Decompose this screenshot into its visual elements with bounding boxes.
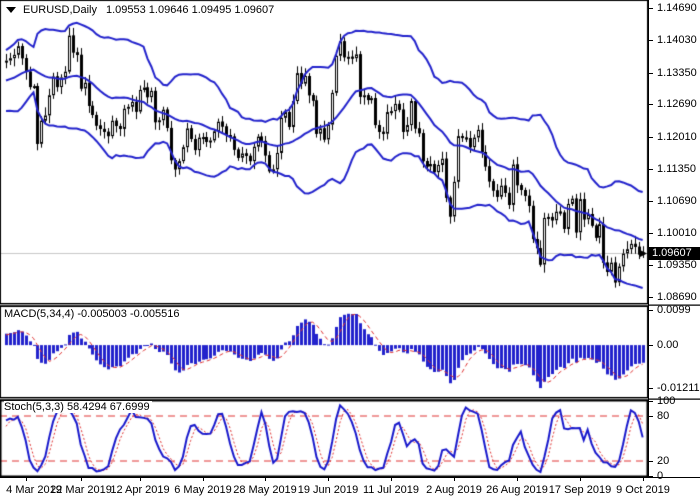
panel-separator[interactable] — [0, 398, 700, 400]
axis-tick — [649, 40, 653, 41]
price-axis-label: 1.10690 — [657, 195, 697, 207]
date-axis-label: 12 Apr 2019 — [110, 484, 170, 496]
date-axis-tick — [81, 477, 82, 481]
axis-tick — [649, 476, 653, 477]
date-axis-tick — [26, 477, 27, 481]
panel-separator[interactable] — [0, 304, 700, 306]
date-axis-label: 22 Mar 2019 — [50, 484, 112, 496]
price-axis-label: 1.14690 — [657, 2, 697, 14]
date-axis-tick — [517, 477, 518, 481]
date-axis-tick — [643, 477, 644, 481]
date-axis-label: 11 Jul 2019 — [362, 484, 420, 496]
price-scale[interactable] — [648, 0, 700, 477]
macd-label: MACD(5,34,4) — [4, 308, 75, 320]
symbol-title: EURUSD,Daily — [23, 4, 97, 16]
date-axis-tick — [328, 477, 329, 481]
axis-tick — [649, 201, 653, 202]
stoch-axis-label: 100 — [657, 395, 676, 407]
macd-values: -0.005003 -0.005516 — [77, 308, 180, 320]
date-axis-tick — [140, 477, 141, 481]
date-axis-tick — [580, 477, 581, 481]
axis-tick — [649, 345, 653, 346]
axis-tick — [649, 8, 653, 9]
date-axis-label: 2 Aug 2019 — [426, 484, 482, 496]
date-axis-label: 6 May 2019 — [174, 484, 232, 496]
time-scale[interactable] — [0, 477, 700, 500]
macd-header: MACD(5,34,4) -0.005003 -0.005516 — [4, 308, 180, 320]
stoch-values: 58.4294 67.6999 — [66, 401, 150, 413]
axis-tick — [649, 461, 653, 462]
axis-tick — [649, 416, 653, 417]
price-axis-label: 1.13350 — [657, 67, 697, 79]
axis-tick — [649, 297, 653, 298]
stoch-axis-label: 0 — [657, 470, 664, 482]
macd-axis-label: 0.0099 — [657, 304, 691, 316]
main-chart-canvas[interactable] — [0, 0, 648, 304]
axis-tick — [649, 233, 653, 234]
price-axis-label: 1.08690 — [657, 291, 697, 303]
macd-canvas[interactable] — [0, 306, 648, 398]
axis-tick — [649, 401, 653, 402]
date-axis-tick — [454, 477, 455, 481]
price-axis-label: 1.14030 — [657, 34, 697, 46]
axis-tick — [649, 73, 653, 74]
symbol-dropdown-icon[interactable] — [6, 7, 16, 14]
date-axis-label: 9 Oct 2019 — [616, 484, 670, 496]
axis-tick — [649, 265, 653, 266]
date-axis-label: 28 May 2019 — [233, 484, 297, 496]
axis-tick — [649, 388, 653, 389]
price-axis-label: 1.09350 — [657, 259, 697, 271]
current-price-tag: 1.09607 — [649, 247, 700, 260]
date-axis-label: 17 Sep 2019 — [548, 484, 612, 496]
stoch-axis-label: 20 — [657, 455, 670, 467]
axis-tick — [649, 169, 653, 170]
date-axis-label: 26 Aug 2019 — [486, 484, 548, 496]
stoch-label: Stoch(5,3,3) — [4, 401, 64, 413]
stoch-header: Stoch(5,3,3) 58.4294 67.6999 — [4, 401, 152, 413]
date-axis-tick — [203, 477, 204, 481]
chart-title-bar: EURUSD,Daily 1.09553 1.09646 1.09495 1.09… — [6, 4, 274, 16]
date-axis-tick — [391, 477, 392, 481]
price-axis-label: 1.11350 — [657, 163, 696, 175]
date-axis-tick — [265, 477, 266, 481]
axis-tick — [649, 137, 653, 138]
stoch-axis-label: 80 — [657, 410, 670, 422]
price-axis-label: 1.12010 — [657, 131, 697, 143]
date-axis-label: 19 Jun 2019 — [297, 484, 359, 496]
macd-axis-label: -0.012115 — [657, 382, 700, 394]
axis-tick — [649, 104, 653, 105]
date-axis-label: 4 Mar 2019 — [6, 484, 62, 496]
macd-axis-label: 0.00 — [657, 339, 679, 351]
axis-tick — [649, 310, 653, 311]
ohlc-values: 1.09553 1.09646 1.09495 1.09607 — [105, 4, 275, 16]
price-axis-label: 1.10010 — [657, 227, 697, 239]
price-axis-label: 1.12690 — [657, 98, 697, 110]
